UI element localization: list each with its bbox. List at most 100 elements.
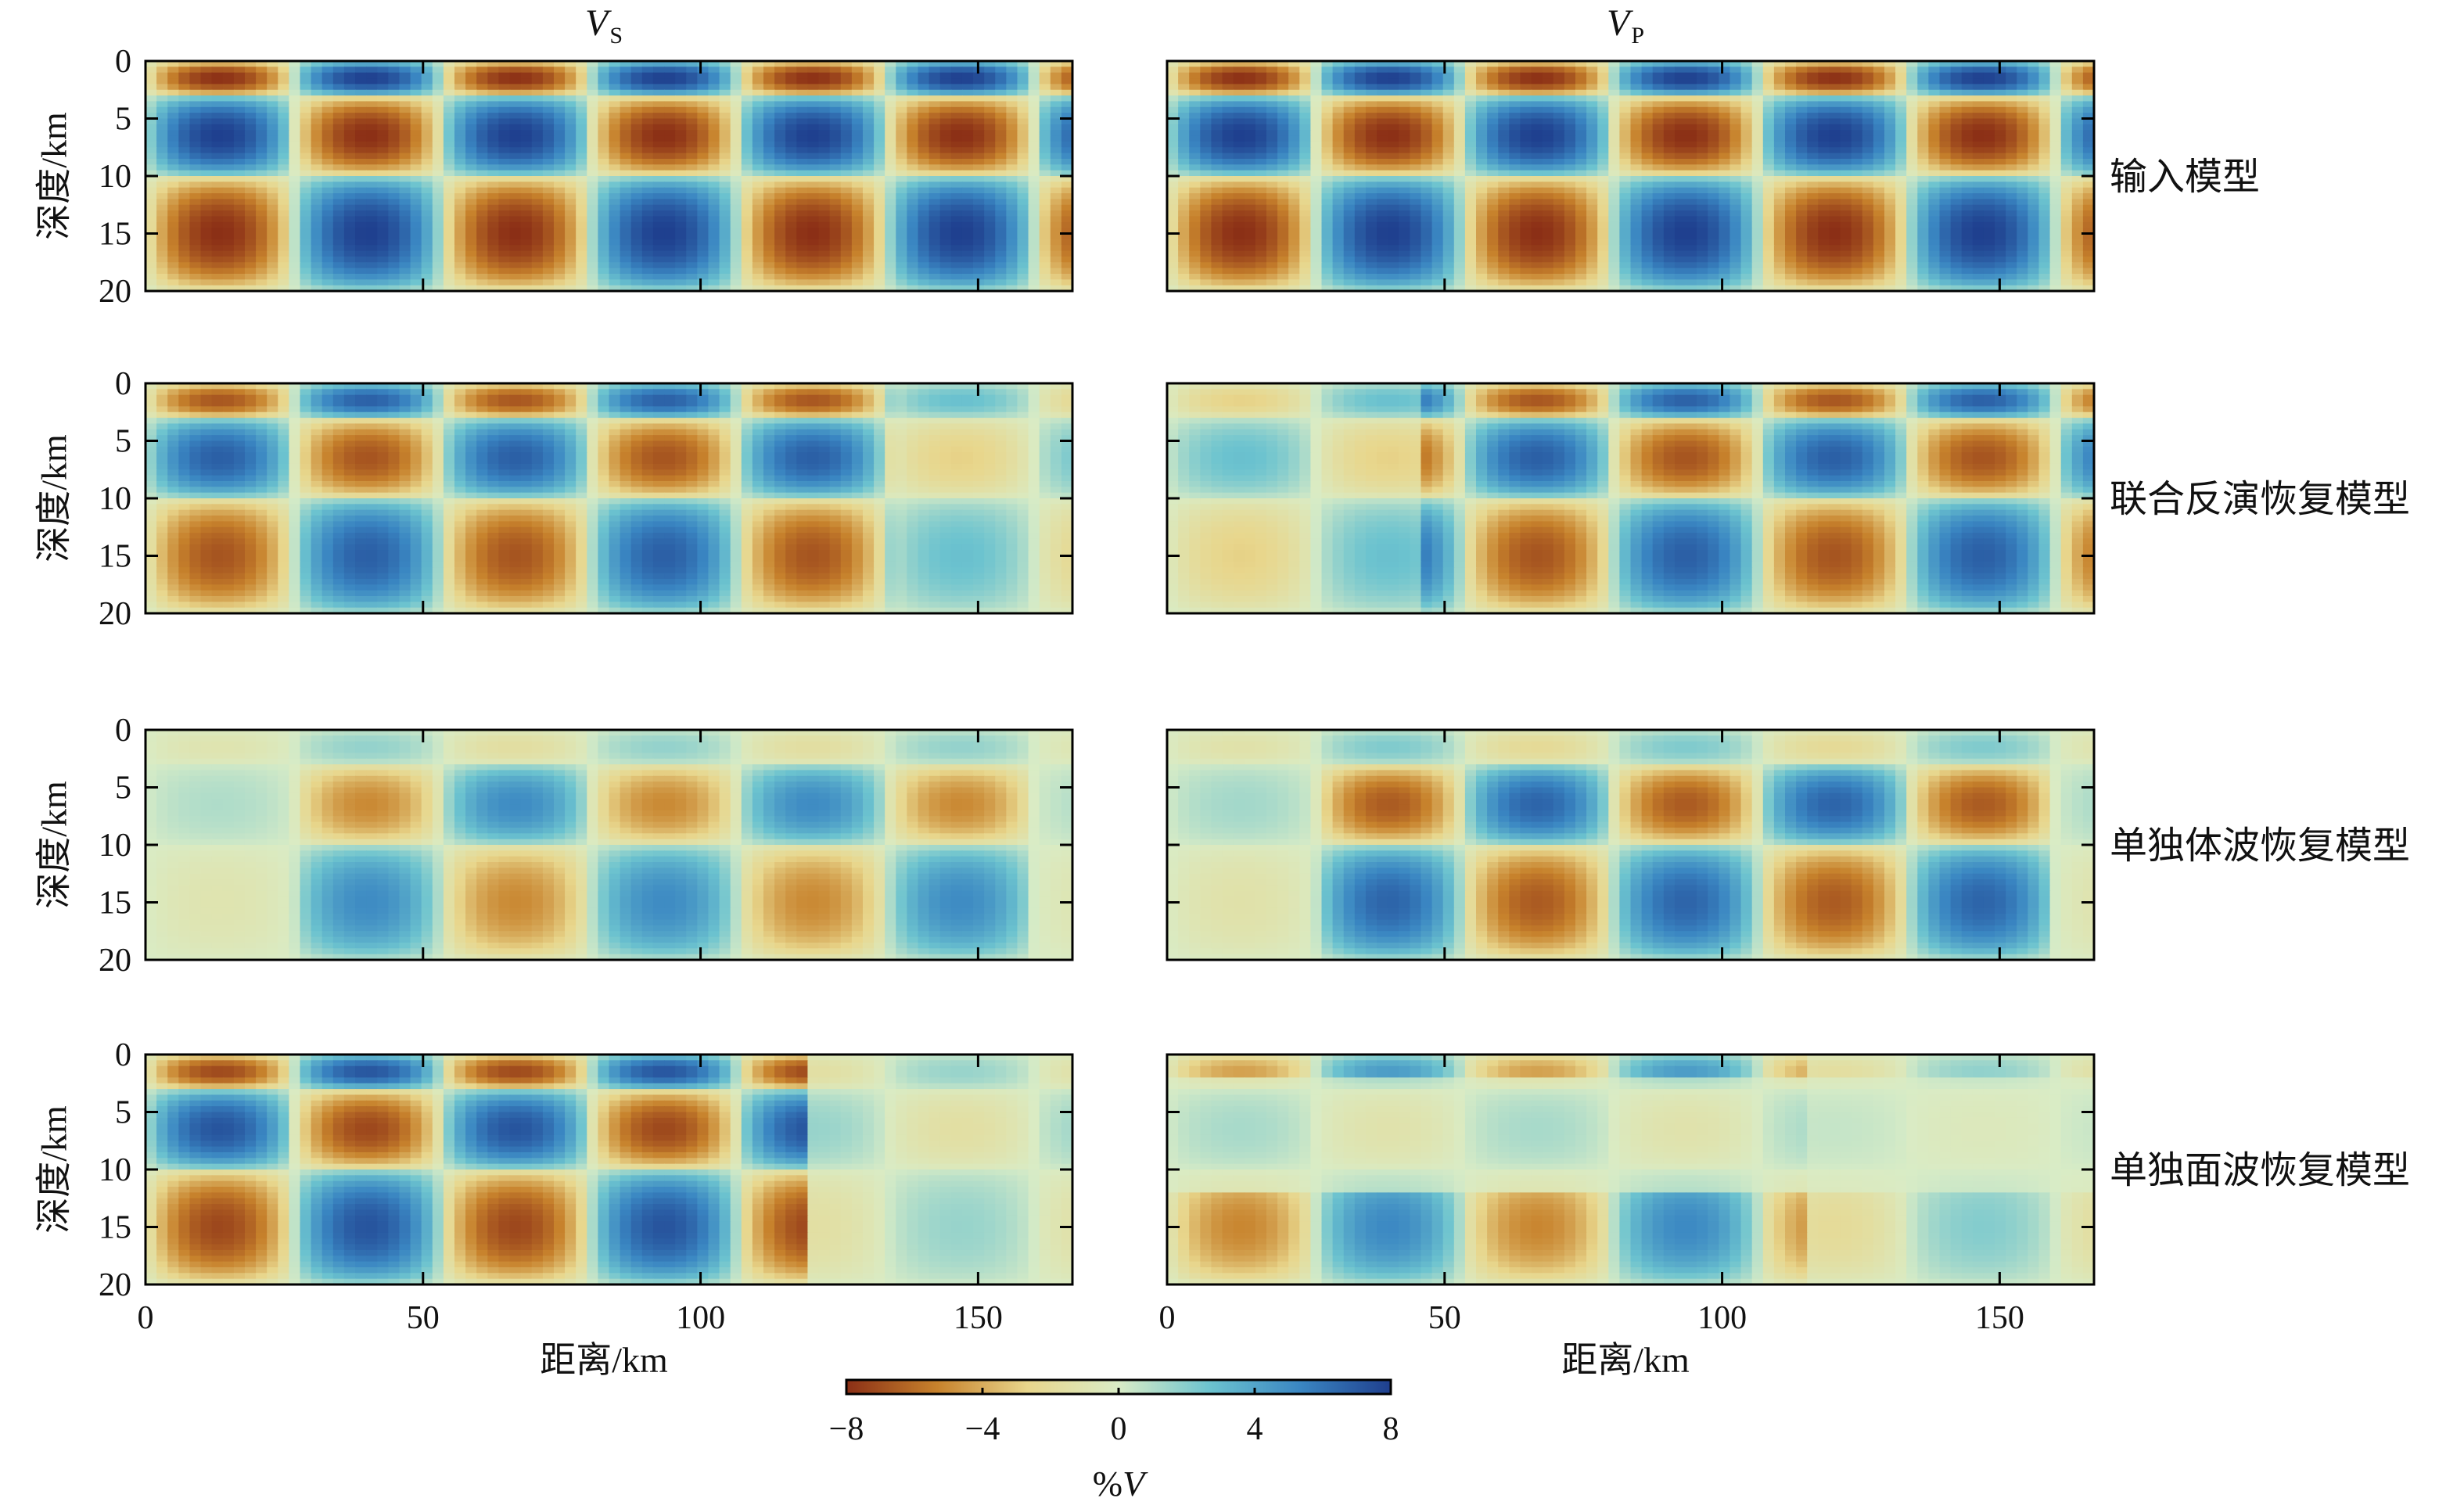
heatmap-cell bbox=[388, 124, 400, 131]
heatmap-cell bbox=[664, 176, 676, 183]
heatmap-cell bbox=[321, 204, 334, 211]
heatmap-cell bbox=[565, 250, 576, 257]
heatmap-cell bbox=[189, 164, 202, 171]
heatmap-cell bbox=[1553, 130, 1565, 137]
heatmap-cell bbox=[1200, 158, 1212, 166]
heatmap-cell bbox=[697, 84, 709, 91]
heatmap-cell bbox=[708, 176, 720, 183]
heatmap-cell bbox=[565, 262, 576, 269]
heatmap-cell bbox=[939, 135, 952, 142]
heatmap-cell bbox=[641, 72, 654, 79]
heatmap-cell bbox=[609, 268, 621, 275]
heatmap-cell bbox=[256, 204, 268, 211]
heatmap-cell bbox=[763, 181, 775, 189]
heatmap-cell bbox=[1608, 164, 1621, 171]
heatmap-cell bbox=[343, 130, 356, 137]
heatmap-cell bbox=[542, 106, 555, 113]
heatmap-cell bbox=[211, 176, 224, 183]
heatmap-cell bbox=[178, 118, 191, 125]
heatmap-cell bbox=[321, 158, 334, 166]
heatmap-cell bbox=[752, 273, 764, 281]
heatmap-cell bbox=[1686, 158, 1697, 166]
heatmap-cell bbox=[1773, 124, 1786, 131]
heatmap-cell bbox=[630, 176, 643, 183]
heatmap-cell bbox=[1244, 113, 1256, 120]
heatmap-cell bbox=[719, 118, 731, 125]
heatmap-cell bbox=[520, 135, 533, 142]
heatmap-cell bbox=[652, 84, 665, 91]
y-tick-label: 10 bbox=[99, 159, 131, 195]
heatmap-cell bbox=[1972, 135, 1984, 142]
heatmap-cell bbox=[874, 193, 885, 200]
heatmap-cell bbox=[1167, 84, 1179, 91]
heatmap-cell bbox=[1851, 141, 1863, 149]
heatmap-cell bbox=[531, 279, 544, 286]
heatmap-cell bbox=[1862, 153, 1874, 160]
heatmap-cell bbox=[1332, 66, 1345, 74]
heatmap-cell bbox=[267, 268, 279, 275]
heatmap-cell bbox=[1050, 239, 1062, 246]
heatmap-cell bbox=[840, 164, 853, 171]
heatmap-cell bbox=[300, 256, 312, 264]
heatmap-cell bbox=[620, 210, 632, 217]
heatmap-cell bbox=[289, 170, 301, 177]
heatmap-cell bbox=[652, 113, 665, 120]
heatmap-cell bbox=[818, 78, 831, 85]
heatmap-cell bbox=[1487, 158, 1500, 166]
heatmap-cell bbox=[885, 216, 897, 223]
heatmap-cell bbox=[443, 66, 455, 74]
heatmap-cell bbox=[1399, 101, 1411, 108]
heatmap-cell bbox=[719, 66, 731, 74]
heatmap-cell bbox=[851, 153, 864, 160]
heatmap-cell bbox=[796, 113, 809, 120]
heatmap-cell bbox=[652, 130, 665, 137]
heatmap-cell bbox=[1884, 130, 1896, 137]
heatmap-cell bbox=[167, 268, 180, 275]
heatmap-cell bbox=[1906, 164, 1919, 171]
heatmap-cell bbox=[300, 245, 312, 252]
heatmap-cell bbox=[1244, 101, 1256, 108]
heatmap-cell bbox=[2038, 135, 2051, 142]
heatmap-cell bbox=[686, 181, 699, 189]
heatmap-cell bbox=[840, 204, 853, 211]
heatmap-cell bbox=[443, 176, 455, 183]
heatmap-cell bbox=[939, 176, 952, 183]
heatmap-cell bbox=[289, 221, 301, 228]
heatmap-cell bbox=[1061, 89, 1072, 96]
heatmap-cell bbox=[531, 221, 544, 228]
heatmap-cell bbox=[2082, 130, 2094, 137]
heatmap-cell bbox=[1597, 164, 1610, 171]
heatmap-cell bbox=[730, 187, 742, 194]
heatmap-cell bbox=[476, 89, 489, 96]
heatmap-cell bbox=[630, 250, 643, 257]
heatmap-cell bbox=[664, 106, 676, 113]
heatmap-cell bbox=[1553, 95, 1565, 102]
heatmap-cell bbox=[233, 124, 246, 131]
heatmap-cell bbox=[542, 187, 555, 194]
heatmap-cell bbox=[1674, 164, 1686, 171]
heatmap-cell bbox=[862, 78, 875, 85]
heatmap-cell bbox=[1061, 181, 1072, 189]
heatmap-cell bbox=[785, 72, 798, 79]
heatmap-cell bbox=[885, 130, 897, 137]
heatmap-cell bbox=[233, 170, 246, 177]
heatmap-cell bbox=[1509, 135, 1521, 142]
heatmap-cell bbox=[189, 170, 202, 177]
heatmap-cell bbox=[487, 95, 500, 102]
heatmap-cell bbox=[178, 153, 191, 160]
heatmap-cell bbox=[664, 233, 676, 240]
heatmap-cell bbox=[167, 181, 180, 189]
heatmap-cell bbox=[300, 199, 312, 206]
heatmap-cell bbox=[1762, 89, 1775, 96]
heatmap-cell bbox=[1006, 245, 1018, 252]
heatmap-cell bbox=[885, 78, 897, 85]
heatmap-cell bbox=[432, 106, 444, 113]
heatmap-cell bbox=[2028, 158, 2040, 166]
heatmap-cell bbox=[1039, 239, 1051, 246]
heatmap-cell bbox=[641, 89, 654, 96]
heatmap-cell bbox=[156, 72, 169, 79]
heatmap-cell bbox=[1785, 135, 1797, 142]
heatmap-cell bbox=[1343, 84, 1356, 91]
heatmap-cell bbox=[332, 106, 345, 113]
heatmap-cell bbox=[995, 193, 1008, 200]
